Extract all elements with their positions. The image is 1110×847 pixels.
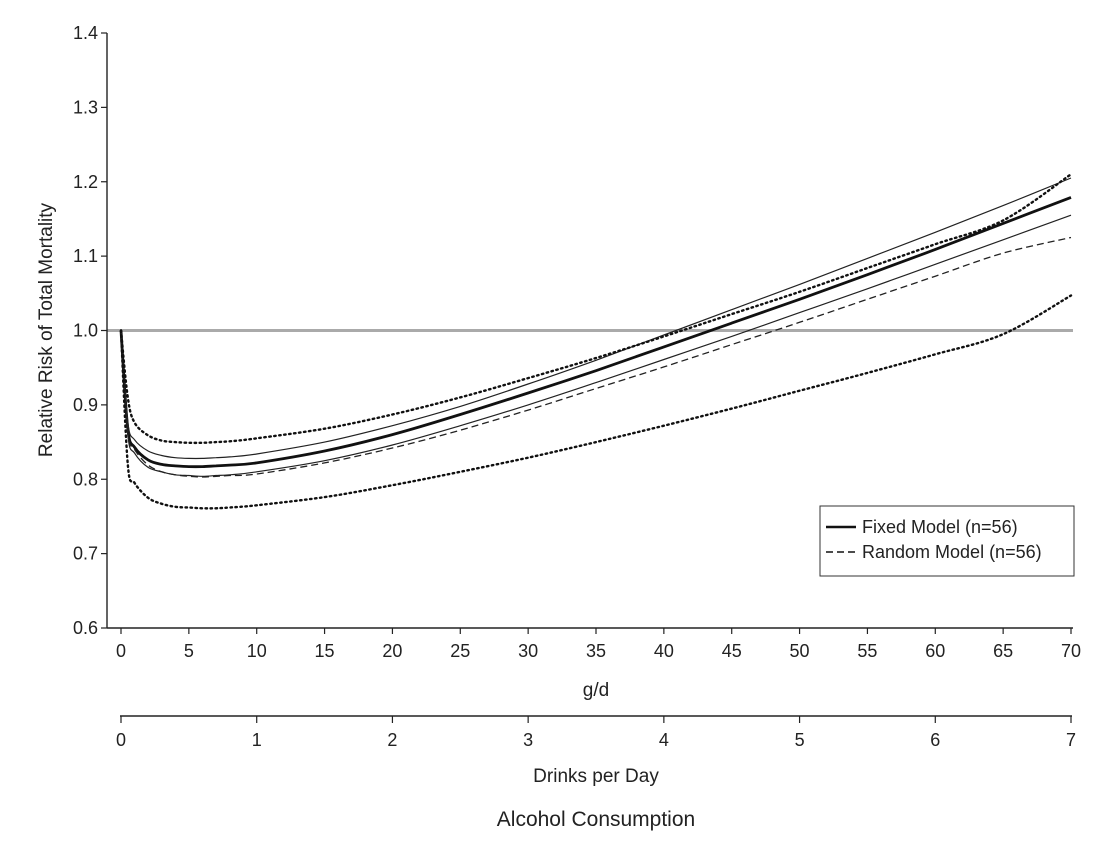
secondary-tick-label: 5: [795, 730, 805, 750]
secondary-tick-label: 1: [252, 730, 262, 750]
legend: Fixed Model (n=56) Random Model (n=56): [819, 505, 1075, 577]
y-tick-label: 0.8: [73, 469, 98, 489]
chart-caption: Alcohol Consumption: [497, 808, 695, 831]
x-axis-title: g/d: [583, 680, 609, 701]
x-tick-label: 15: [315, 641, 335, 661]
y-tick-label: 0.9: [73, 395, 98, 415]
secondary-tick-label: 3: [523, 730, 533, 750]
x-tick-label: 70: [1061, 641, 1081, 661]
x-tick-label: 20: [382, 641, 402, 661]
secondary-tick-label: 7: [1066, 730, 1076, 750]
x-tick-label: 65: [993, 641, 1013, 661]
x-tick-label: 45: [722, 641, 742, 661]
series-random-upper-ci: [119, 173, 1073, 445]
x-tick-label: 35: [586, 641, 606, 661]
legend-label-random: Random Model (n=56): [862, 542, 1042, 562]
x-tick-label: 10: [247, 641, 267, 661]
x-tick-label: 25: [450, 641, 470, 661]
series-fixed-model: [119, 196, 1072, 469]
y-tick-label: 0.7: [73, 544, 98, 564]
secondary-tick-label: 0: [116, 730, 126, 750]
legend-label-fixed: Fixed Model (n=56): [862, 517, 1018, 537]
y-tick-label: 1.0: [73, 321, 98, 341]
y-tick-label: 1.2: [73, 172, 98, 192]
secondary-tick-label: 2: [387, 730, 397, 750]
y-tick-label: 0.6: [73, 618, 98, 638]
secondary-axis-title: Drinks per Day: [533, 766, 659, 787]
x-tick-label: 40: [654, 641, 674, 661]
x-tick-label: 60: [925, 641, 945, 661]
secondary-tick-label: 6: [930, 730, 940, 750]
series-random-lower-ci: [119, 294, 1073, 510]
series-random-model: [120, 236, 1072, 478]
y-axis-title: Relative Risk of Total Mortality: [36, 202, 57, 457]
y-tick-label: 1.4: [73, 23, 98, 43]
legend-box: [819, 505, 1075, 577]
secondary-tick-label: 4: [659, 730, 669, 750]
x-tick-label: 5: [184, 641, 194, 661]
x-tick-label: 0: [116, 641, 126, 661]
x-tick-label: 55: [857, 641, 877, 661]
y-tick-label: 1.3: [73, 97, 98, 117]
series-fixed-lower-ci: [120, 214, 1072, 477]
series-fixed-upper-ci: [120, 177, 1072, 460]
x-tick-label: 50: [790, 641, 810, 661]
x-tick-label: 30: [518, 641, 538, 661]
y-tick-label: 1.1: [73, 246, 98, 266]
